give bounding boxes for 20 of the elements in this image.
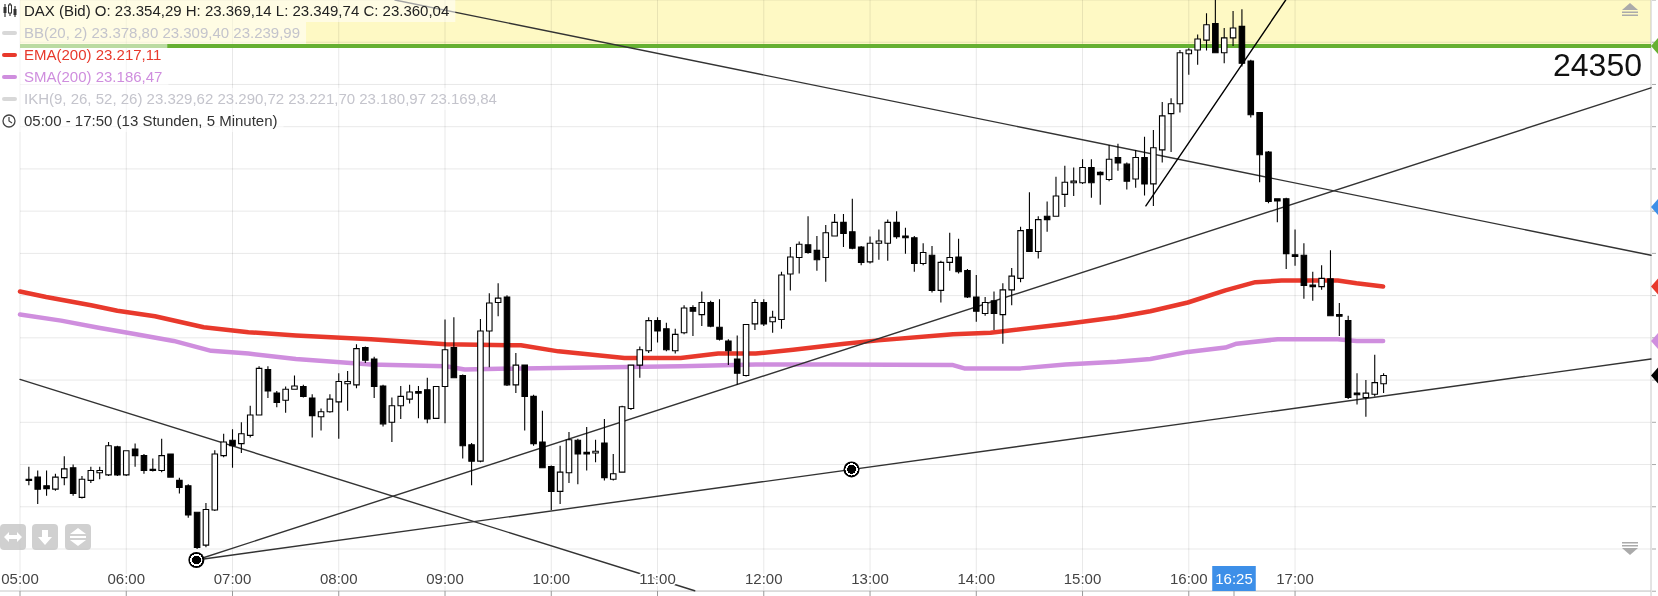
annotation: 05:00 - 17:50 (13 Stunden, 5 Minuten) [24,112,278,129]
x-tick-label: 12:00 [745,570,783,587]
x-tick-label: 09:00 [426,570,464,587]
annotation: 24350 [1553,47,1642,84]
x-tick-label: 10:00 [532,570,571,587]
x-tick-label: 07:00 [213,570,252,587]
x-tick-label: 13:00 [851,570,889,587]
annotation: BB(20, 2) 23.378,80 23.309,40 23.239,99 [24,24,301,41]
x-tick-label: 14:00 [957,570,996,587]
x-tick-label: 08:00 [319,570,358,587]
x-tick-label: 17:00 [1276,570,1314,587]
legend-label: EMA(200) 23.217,11 [24,46,162,63]
text: 16:25 [1215,570,1253,587]
legend-label: SMA(200) 23.186,47 [24,68,163,85]
x-tick-label: 05:00 [1,570,39,587]
chart-title: DAX (Bid) O: 23.354,29 H: 23.369,14 L: 23.349,74 C: 23.360,04 [24,2,450,19]
x-tick-label: 16:00 [1170,570,1208,587]
annotation: IKH(9, 26, 52, 26) 23.329,62 23.290,72 23.221,70 23.180,97 23.169,84 [24,90,497,107]
x-tick-label: 15:00 [1063,570,1102,587]
x-tick-label: 06:00 [107,570,146,587]
